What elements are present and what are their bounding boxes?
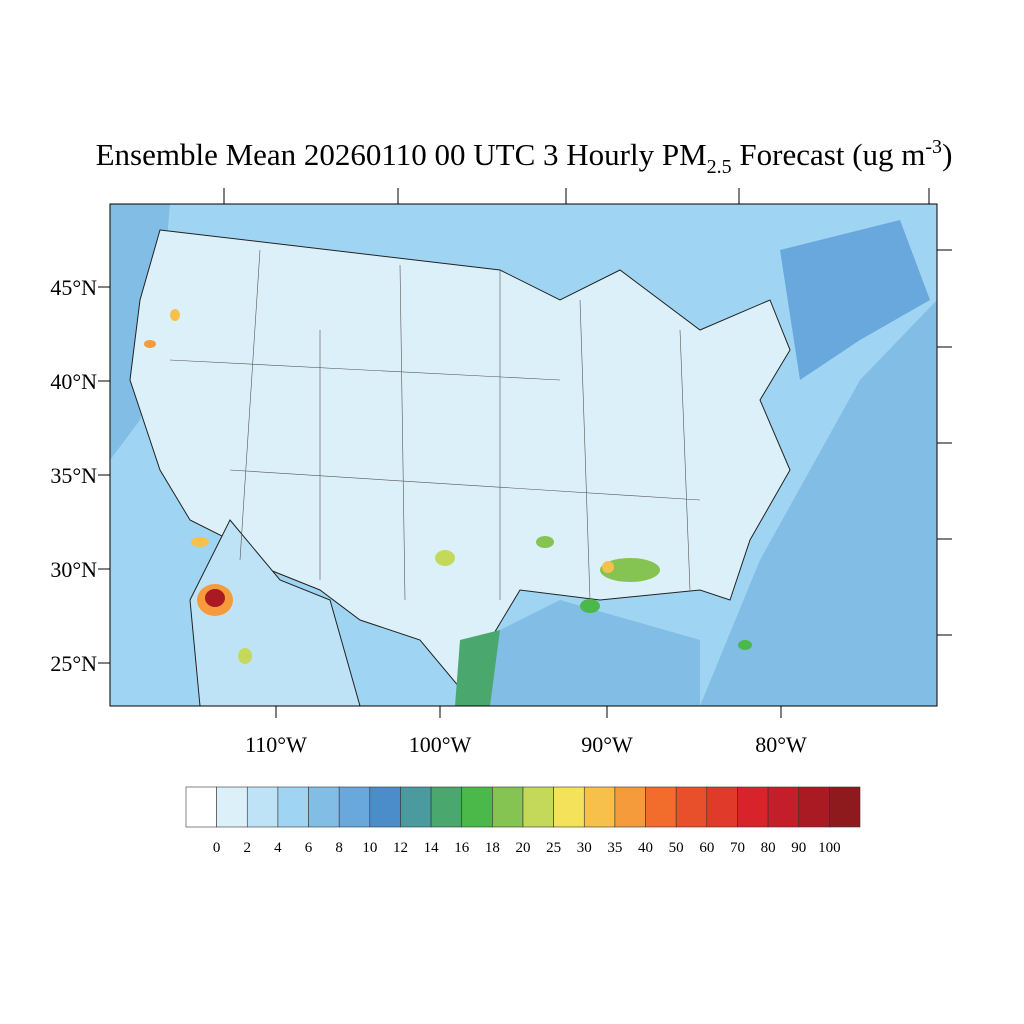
gulf: [470, 600, 700, 706]
axes: 45°N 40°N 35°N 30°N 25°N 110°W 100°W 90°W 80°W: [50, 188, 952, 757]
colorbar-label: 70: [730, 840, 745, 856]
colorbar-box: [583, 786, 616, 828]
colorbar-box: [185, 786, 217, 828]
colorbar-box: [492, 786, 524, 828]
colorbar-box: [675, 786, 708, 828]
lon-label: 110°W: [245, 732, 307, 757]
colorbar-label: 60: [699, 840, 714, 856]
hotspot: [144, 340, 156, 348]
colorbar-box: [829, 786, 861, 828]
colorbar-box: [430, 786, 463, 828]
map-area: [110, 204, 937, 706]
colorbar-label: 12: [393, 840, 408, 856]
colorbar-box: [369, 786, 401, 828]
colorbar-label: 4: [274, 840, 282, 856]
atlantic: [700, 300, 937, 706]
hotspot: [580, 599, 600, 613]
title: Ensemble Mean 20260110 00 UTC 3 Hourly P…: [96, 136, 953, 178]
colorbar-label: 8: [335, 840, 343, 856]
colorbar-box: [308, 786, 340, 828]
hotspot: [600, 558, 660, 582]
colorbar-label: 50: [669, 840, 684, 856]
lat-label: 30°N: [50, 557, 97, 582]
colorbar-label: 2: [244, 840, 252, 856]
northeast-plume: [780, 220, 930, 380]
colorbar-box: [706, 786, 738, 828]
title-superscript: -3: [925, 136, 942, 158]
lat-label: 40°N: [50, 369, 97, 394]
colorbar-label: 0: [213, 840, 221, 856]
colorbar-box: [400, 786, 432, 828]
colorbar-box: [614, 786, 646, 828]
colorbar-label: 14: [424, 840, 440, 856]
colorbar-box: [338, 786, 371, 828]
colorbar-label: 20: [516, 840, 531, 856]
lon-label: 90°W: [581, 732, 633, 757]
colorbar-label: 30: [577, 840, 592, 856]
hotspot: [435, 550, 455, 566]
colorbar-label: 40: [638, 840, 653, 856]
colorbar-box: [645, 786, 677, 828]
texas-coast: [455, 630, 500, 706]
colorbar-label: 6: [305, 840, 313, 856]
colorbar-label: 90: [791, 840, 806, 856]
hotspot: [191, 537, 209, 547]
map-frame: [109, 203, 938, 707]
colorbar-box: [798, 786, 830, 828]
lat-label: 25°N: [50, 651, 97, 676]
lat-label: 45°N: [50, 275, 97, 300]
colorbar-box: [737, 786, 769, 828]
colorbar-box: [522, 786, 554, 828]
colorbar-box: [246, 786, 279, 828]
title-middle: Forecast (ug m: [732, 137, 926, 172]
us-land: [129, 229, 791, 702]
lon-label: 100°W: [409, 732, 472, 757]
colorbar-label: 100: [818, 840, 841, 856]
colorbar-label: 80: [761, 840, 776, 856]
colorbar-label: 10: [362, 840, 377, 856]
hotspot: [602, 561, 614, 573]
lon-label: 80°W: [755, 732, 807, 757]
colorbar: 0 2 4 6 8 10 12 14 16 18 20 25 30 35 40 50 60 70 80 90 100: [185, 786, 861, 856]
lat-label: 35°N: [50, 463, 97, 488]
colorbar-label: 16: [454, 840, 470, 856]
mexico: [189, 519, 361, 706]
colorbar-box: [767, 786, 800, 828]
hotspot: [536, 536, 554, 548]
hotspot: [170, 309, 180, 321]
colorbar-label: 18: [485, 840, 500, 856]
colorbar-label: 35: [607, 840, 622, 856]
state-lines: [169, 249, 701, 601]
title-end: ): [942, 137, 952, 172]
title-main: Ensemble Mean 20260110 00 UTC 3 Hourly P…: [96, 137, 707, 172]
colorbar-box: [216, 786, 248, 828]
hotspot: [205, 589, 225, 607]
colorbar-box: [461, 786, 493, 828]
colorbar-label: 25: [546, 840, 561, 856]
title-subscript: 2.5: [707, 156, 732, 178]
hotspot: [738, 640, 752, 650]
colorbar-box: [277, 786, 309, 828]
hotspot: [238, 648, 252, 664]
colorbar-box: [553, 786, 585, 828]
